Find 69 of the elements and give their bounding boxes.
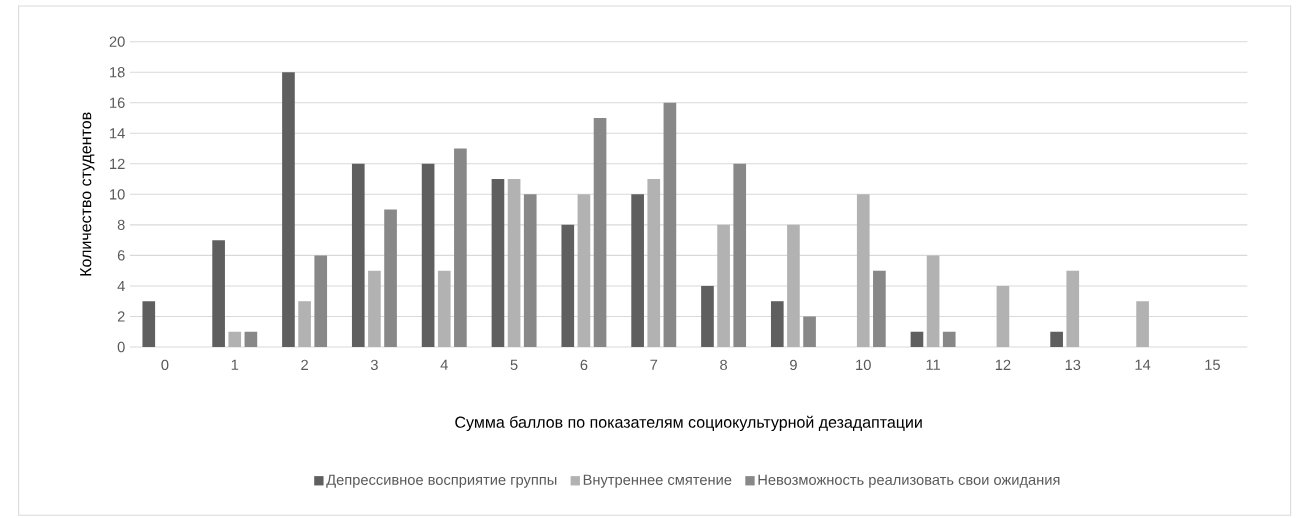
- x-tick-label: 8: [720, 359, 728, 371]
- bar: [314, 255, 328, 347]
- x-tick-label: 3: [370, 359, 378, 371]
- bar: [717, 224, 730, 347]
- bar: [803, 316, 816, 347]
- bar: [212, 240, 225, 347]
- y-tick-label: 18: [110, 67, 125, 78]
- bar: [1050, 331, 1063, 347]
- bar: [351, 163, 365, 347]
- x-tick-label: 12: [995, 359, 1011, 370]
- x-tick-label: 13: [1065, 359, 1081, 371]
- y-tick-label: 20: [109, 36, 125, 47]
- bar: [733, 163, 747, 347]
- bar: [1066, 270, 1080, 347]
- bar: [856, 194, 870, 347]
- x-tick-label: 11: [926, 359, 940, 370]
- bar: [873, 270, 886, 347]
- bar: [787, 224, 800, 347]
- x-axis-title: Сумма баллов по показателям социокультурной дезадаптации: [455, 415, 922, 432]
- x-tick-label: 7: [650, 359, 658, 370]
- y-tick-label: 4: [117, 280, 125, 291]
- bar: [523, 194, 537, 347]
- x-tick-label: 0: [161, 359, 169, 371]
- y-axis-title: Количество студентов: [80, 112, 95, 276]
- bar: [384, 209, 397, 347]
- x-tick-label: 15: [1205, 359, 1220, 370]
- bar: [421, 163, 435, 347]
- bar: [770, 301, 784, 347]
- bar: [942, 331, 956, 347]
- bar: [244, 331, 258, 347]
- x-tick-label: 14: [1135, 359, 1151, 370]
- x-tick-label: 2: [301, 359, 308, 370]
- y-tick-label: 8: [117, 219, 125, 231]
- y-tick-label: 6: [117, 250, 125, 261]
- bar: [647, 179, 661, 347]
- x-tick-label: 4: [440, 359, 448, 370]
- y-tick-label: 14: [110, 128, 125, 139]
- x-tick-label: 1: [231, 359, 239, 370]
- bar: [228, 331, 242, 347]
- x-tick-label: 6: [580, 359, 588, 371]
- bar: [454, 148, 467, 347]
- x-tick-label: 5: [510, 359, 518, 370]
- bar: [593, 118, 607, 347]
- bar: [282, 72, 295, 347]
- bar: [996, 285, 1010, 347]
- x-tick-label: 9: [790, 359, 797, 371]
- y-tick-label: 0: [117, 341, 125, 353]
- y-tick-label: 16: [110, 97, 125, 108]
- y-tick-label: 2: [117, 311, 125, 322]
- x-tick-label: 10: [856, 359, 871, 371]
- bar: [631, 194, 644, 347]
- bar: [142, 301, 156, 347]
- bar: [298, 301, 311, 347]
- bar: [1136, 301, 1149, 347]
- bar: [926, 255, 940, 347]
- bar: [507, 179, 521, 347]
- legend-label: Внутреннее смятение: [583, 474, 732, 488]
- y-tick-label: 12: [110, 158, 125, 169]
- bar: [561, 224, 575, 347]
- bar: [437, 270, 451, 347]
- legend-label: Невозможность реализовать свои ожидания: [758, 474, 1060, 488]
- bar: [491, 179, 505, 347]
- bar: [663, 102, 677, 347]
- bar: [701, 285, 714, 347]
- bar: [910, 331, 924, 347]
- y-tick-label: 10: [110, 189, 125, 200]
- legend-label: Депрессивное восприятие группы: [326, 474, 557, 488]
- bar: [577, 194, 591, 347]
- bar: [368, 270, 381, 347]
